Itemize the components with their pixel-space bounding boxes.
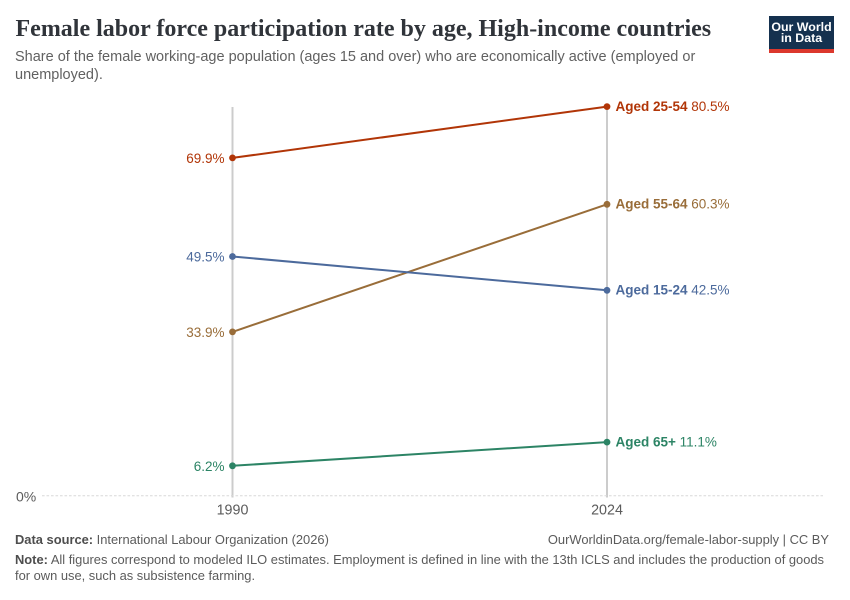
svg-text:Aged 65+ 11.1%: Aged 65+ 11.1% [616, 434, 717, 449]
svg-text:Aged 15-24 42.5%: Aged 15-24 42.5% [616, 283, 730, 298]
svg-text:Aged 25-54 80.5%: Aged 25-54 80.5% [616, 99, 730, 114]
svg-text:33.9%: 33.9% [186, 325, 224, 340]
svg-text:1990: 1990 [217, 503, 249, 519]
svg-text:0%: 0% [16, 489, 36, 505]
svg-text:49.5%: 49.5% [186, 250, 224, 265]
svg-text:Aged 55-64 60.3%: Aged 55-64 60.3% [616, 197, 730, 212]
svg-text:69.9%: 69.9% [186, 151, 224, 166]
svg-text:2024: 2024 [591, 503, 623, 519]
svg-text:6.2%: 6.2% [194, 459, 225, 474]
